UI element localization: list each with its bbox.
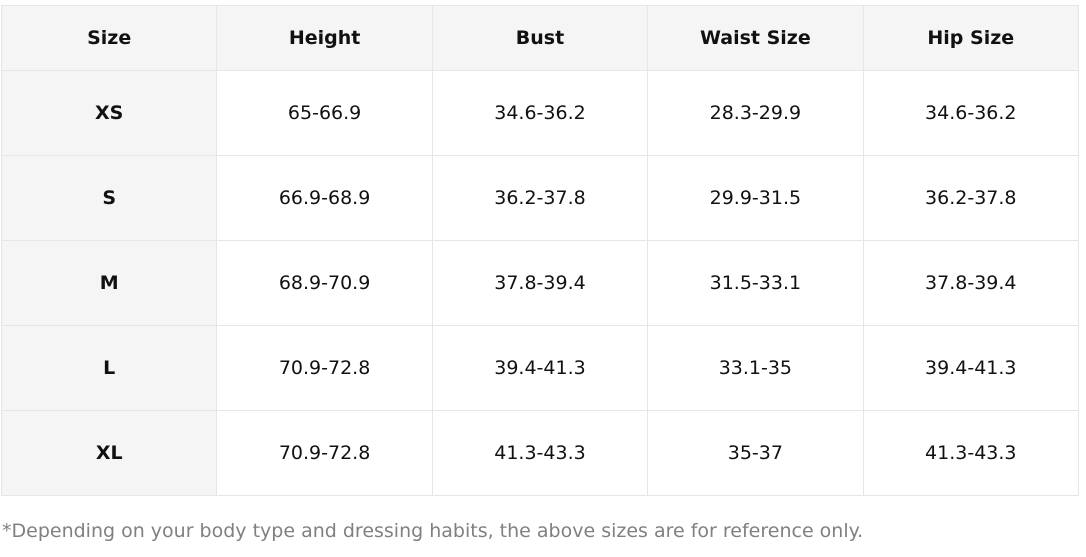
- table-body: XS 65-66.9 34.6-36.2 28.3-29.9 34.6-36.2 S 66.…: [0, 70, 1080, 496]
- table-cell: 65-66.9: [216, 70, 433, 156]
- header-cell: Height: [216, 5, 433, 71]
- table-cell: 41.3-43.3: [862, 410, 1080, 496]
- size-cell: L: [0, 325, 218, 411]
- table-cell: 37.8-39.4: [431, 240, 649, 326]
- table-cell: 66.9-68.9: [216, 155, 433, 241]
- table-cell: 31.5-33.1: [647, 240, 864, 326]
- header-cell: Hip Size: [862, 5, 1080, 71]
- table-cell: 36.2-37.8: [862, 155, 1080, 241]
- table-cell: 70.9-72.8: [216, 325, 433, 411]
- table-cell: 39.4-41.3: [431, 325, 649, 411]
- table-row: L 70.9-72.8 39.4-41.3 33.1-35 39.4-41.3: [0, 325, 1080, 411]
- table-cell: 68.9-70.9: [216, 240, 433, 326]
- header-row: Size Height Bust Waist Size Hip Size: [0, 5, 1080, 71]
- table-row: S 66.9-68.9 36.2-37.8 29.9-31.5 36.2-37.8: [0, 155, 1080, 241]
- table-cell: 70.9-72.8: [216, 410, 433, 496]
- table-cell: 39.4-41.3: [862, 325, 1080, 411]
- table-cell: 37.8-39.4: [862, 240, 1080, 326]
- table-cell: 34.6-36.2: [431, 70, 649, 156]
- header-cell: Bust: [431, 5, 649, 71]
- table-header: Size Height Bust Waist Size Hip Size: [0, 5, 1080, 71]
- size-cell: M: [0, 240, 218, 326]
- table-cell: 33.1-35: [647, 325, 864, 411]
- table-cell: 35-37: [647, 410, 864, 496]
- table-row: XL 70.9-72.8 41.3-43.3 35-37 41.3-43.3: [0, 410, 1080, 496]
- table-cell: 29.9-31.5: [647, 155, 864, 241]
- size-cell: XS: [0, 70, 218, 156]
- size-table: Size Height Bust Waist Size Hip Size XS 65-66…: [0, 5, 1080, 496]
- table-row: M 68.9-70.9 37.8-39.4 31.5-33.1 37.8-39.4: [0, 240, 1080, 326]
- table-cell: 36.2-37.8: [431, 155, 649, 241]
- size-cell: S: [0, 155, 218, 241]
- size-cell: XL: [0, 410, 218, 496]
- table-row: XS 65-66.9 34.6-36.2 28.3-29.9 34.6-36.2: [0, 70, 1080, 156]
- table-cell: 28.3-29.9: [647, 70, 864, 156]
- footnote: *Depending on your body type and dressin…: [2, 520, 864, 542]
- header-cell: Waist Size: [647, 5, 864, 71]
- header-cell: Size: [0, 5, 218, 71]
- table-cell: 34.6-36.2: [862, 70, 1080, 156]
- table-cell: 41.3-43.3: [431, 410, 649, 496]
